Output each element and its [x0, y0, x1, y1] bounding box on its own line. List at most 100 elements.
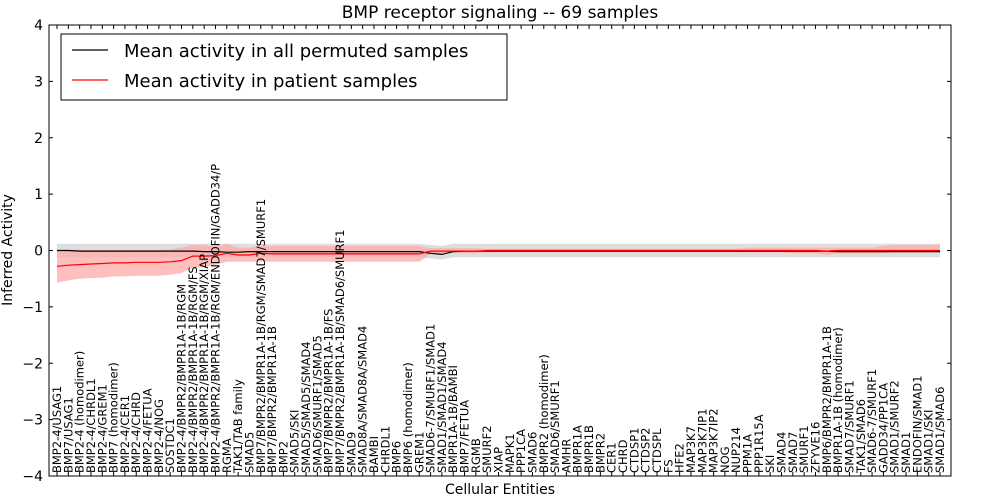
x-category-label: SMURF1 [797, 425, 811, 473]
x-category-label: SMAD6/SMURF1 [548, 380, 562, 473]
y-tick-label: 4 [34, 18, 43, 34]
x-category-label: BMP2-4/USAG1 [50, 386, 64, 473]
x-category-label: SMURF2 [480, 425, 494, 473]
chart-title: BMP receptor signaling -- 69 samples [342, 3, 659, 23]
x-category-label: BMP6 [390, 441, 404, 473]
x-category-label: SMAD5/SKI [288, 410, 302, 473]
legend-box [60, 33, 508, 101]
legend-label-patient: Mean activity in patient samples [124, 71, 418, 92]
x-category-label: BMP2-4/BMPR2/BMPR1A-1B/RGM/XIAP [197, 254, 211, 473]
x-category-label: TAK1/TAB family [231, 379, 245, 474]
x-category-label: ENDOFIN/SMAD1 [910, 375, 924, 473]
x-category-label: BMPR1A [571, 425, 585, 473]
x-category-label: BMP2-4/CER1 [118, 395, 132, 473]
x-category-label: RGMA [220, 438, 234, 473]
x-category-label: CTDSP2 [639, 428, 653, 473]
y-tick-label: 0 [34, 244, 43, 260]
x-category-label: BMP2-4/CHRDL1 [84, 378, 98, 473]
x-category-label: BMP2-4/BMPR2/BMPR1A-1B/RGM [175, 284, 189, 473]
x-category-label: BMPR1A-1B (homodimer) [831, 327, 845, 473]
x-category-label: SMAD4 [775, 432, 789, 473]
x-category-label: BMPR1A-1B/BAMBI [446, 365, 460, 473]
x-category-label: PPP1R15A [752, 414, 766, 473]
x-category-label: BMPR2 (homodimer) [537, 354, 551, 473]
line-patient [56, 249, 940, 267]
x-category-label: CHRDL1 [378, 426, 392, 473]
x-category-label: SMAD1 [899, 432, 913, 473]
x-category-label: CHRD [616, 439, 630, 473]
x-category-label: SMAD9 [344, 432, 358, 473]
x-category-label: SMAD1/SMURF2 [888, 380, 902, 473]
x-category-label: FS [661, 459, 675, 473]
plot-frame [48, 24, 952, 477]
x-category-label: BAMBI [367, 436, 381, 473]
x-category-label: CTDSPL [650, 428, 664, 473]
x-category-label: ZFYVE16 [809, 422, 823, 473]
x-category-label: HFE2 [673, 443, 687, 473]
x-category-label: BMP2-4/BMPR2/BMPR1A-1B/RGM/ENDOFIN/GADD3… [209, 164, 223, 473]
x-category-label: BMPR2 [593, 433, 607, 473]
x-category-label: TAK1/SMAD6 [854, 399, 868, 474]
x-category-label: SMAD5 [242, 432, 256, 473]
y-tick-label: −4 [22, 469, 43, 485]
x-category-label: NOG [718, 446, 732, 473]
x-category-label: NUP214 [729, 427, 743, 473]
x-category-label: CTDSP1 [627, 428, 641, 473]
x-category-label: BMP2-4/GREM1 [95, 384, 109, 473]
x-category-label: RGMB [469, 438, 483, 473]
x-category-label: MAP3K7 [684, 426, 698, 473]
y-tick-label: −1 [22, 300, 43, 316]
x-category-label: BMP7/BMPR2/BMPR1A-1B/FS [322, 309, 336, 473]
x-category-label: AMHR [559, 439, 573, 473]
x-category-label: BMP6 (homodimer) [401, 362, 415, 473]
x-category-label: BMP7/USAG1 [61, 397, 75, 473]
x-category-label: SMAD7 [786, 432, 800, 473]
y-tick-label: 1 [34, 187, 43, 203]
x-axis-label: Cellular Entities [445, 482, 555, 498]
x-category-label: BMP2-4/BMPR2/BMPR1A-1B/RGM/FS [186, 266, 200, 473]
y-axis: −4 −3 −2 −1 0 1 2 3 4 [22, 18, 951, 485]
x-category-label: BMP7/BMPR2/BMPR1A-1B/SMAD6/SMURF1 [333, 230, 347, 473]
x-category-label: BMP2-4/FETUA [141, 388, 155, 473]
y-tick-label: 2 [34, 131, 43, 147]
x-category-label: MAP3K7IP1 [695, 408, 709, 473]
x-category-label: SMAD8A/SMAD8A/SMAD4 [356, 326, 370, 473]
y-axis-label: Inferred Activity [0, 194, 16, 306]
legend: Mean activity in all permuted samples Me… [60, 33, 508, 101]
x-category-label: SMAD6-7/SMURF1 [865, 369, 879, 473]
x-category-label: SOSTDC1 [163, 418, 177, 473]
series-lines [56, 249, 940, 267]
x-category-label: BMP7/FETUA [458, 400, 472, 473]
x-category-label: SMAD1/SKI [922, 410, 936, 473]
x-category-label: SMAD6 [526, 432, 540, 473]
x-category-label: GADD34/PP1CA [876, 383, 890, 473]
x-category-label: BMP7/BMPR2/BMPR1A-1B/RGM/SMAD7/SMURF1 [254, 199, 268, 473]
y-tick-label: −2 [22, 356, 43, 372]
x-category-label: SMAD5/SMAD5/SMAD4 [299, 341, 313, 473]
x-category-label: SMAD1/SMAD6 [933, 387, 947, 473]
x-category-label: SMAD6/SMURF1/SMAD5 [310, 335, 324, 473]
x-category-label: SMAD7/SMURF1 [842, 380, 856, 473]
y-tick-label: 3 [34, 74, 43, 90]
x-category-label: PPP1CA [514, 429, 528, 473]
x-category-label: BMP6/BMPR2/BMPR1A-1B [820, 326, 834, 473]
x-category-label: BMP2-4/NOG [152, 399, 166, 473]
x-category-label: BMP2-4 (homodimer) [73, 351, 87, 473]
x-category-label: BMP2 [276, 441, 290, 473]
x-category-label: XIAP [492, 447, 506, 473]
x-category-label: CER1 [605, 442, 619, 473]
x-category-label: BMP7/BMPR2/BMPR1A-1B [265, 326, 279, 473]
x-category-label: MAP3K7IP2 [707, 408, 721, 473]
x-category-label: BMP2-4/CHRD [129, 392, 143, 473]
x-category-label: BMPR1B [582, 425, 596, 473]
x-category-label: SMAD1/SMAD1/SMAD4 [435, 341, 449, 473]
x-category-label: GREM1 [412, 432, 426, 473]
x-category-label: BMP7 (homodimer) [107, 362, 121, 473]
y-tick-label: −3 [22, 413, 43, 429]
x-category-label: MAPK1 [503, 433, 517, 473]
x-category-label: SKI [763, 455, 777, 473]
legend-label-permuted: Mean activity in all permuted samples [124, 41, 468, 62]
x-category-label: SMAD6-7/SMURF1/SMAD1 [424, 324, 438, 473]
